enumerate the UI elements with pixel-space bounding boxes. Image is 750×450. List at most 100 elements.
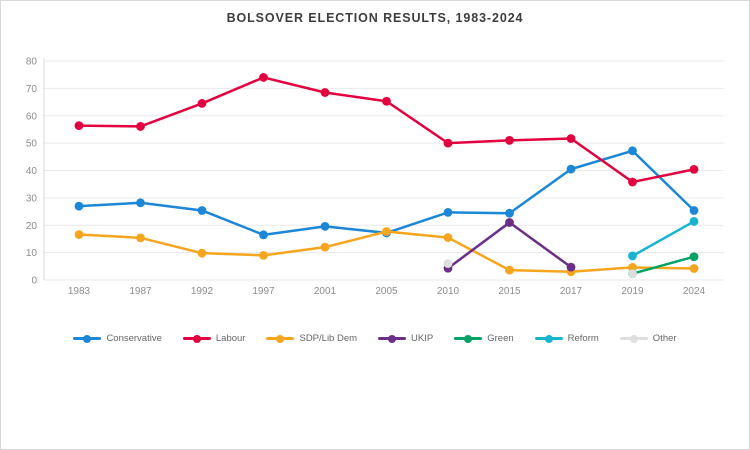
y-tick-label-20: 20 <box>26 221 38 232</box>
legend-swatch-labour <box>182 334 211 343</box>
x-tick-label-2005: 2005 <box>375 286 398 297</box>
data-point-conservative-2019 <box>628 146 637 156</box>
data-point-sdp-lib-dem-2005 <box>382 227 391 236</box>
data-point-labour-1987 <box>136 122 145 131</box>
data-point-labour-2017 <box>566 134 576 143</box>
legend-item-sdp-lib-dem: SDP/Lib Dem <box>266 333 357 344</box>
x-tick-label-2017: 2017 <box>560 286 583 297</box>
data-point-labour-2015 <box>505 135 514 145</box>
data-point-labour-2001 <box>320 88 330 97</box>
series-line-conservative <box>508 167 573 215</box>
legend-swatch-reform <box>534 334 563 343</box>
legend-item-reform: Reform <box>534 333 599 344</box>
legend-item-conservative: Conservative <box>73 333 162 344</box>
legend-label-sdp-lib-dem: SDP/Lib Dem <box>299 333 358 344</box>
data-point-other-2010 <box>443 259 453 268</box>
series-line-green <box>631 255 696 275</box>
data-point-sdp-lib-dem-2024 <box>689 264 699 273</box>
series-line-labour <box>262 76 327 94</box>
data-point-labour-2024 <box>689 165 699 174</box>
series-line-conservative <box>446 211 511 215</box>
x-tick-label-1987: 1987 <box>129 286 152 297</box>
data-point-conservative-1992 <box>197 206 207 215</box>
data-point-conservative-2015 <box>505 208 514 218</box>
series-line-sdp-lib-dem <box>323 230 388 249</box>
series-line-sdp-lib-dem <box>446 236 511 272</box>
data-point-sdp-lib-dem-1983 <box>74 230 84 239</box>
y-tick-label-50: 50 <box>26 139 38 150</box>
x-tick-label-2015: 2015 <box>498 286 521 297</box>
legend-swatch-ukip <box>378 334 407 343</box>
legend-label-labour: Labour <box>215 333 246 344</box>
data-point-labour-1983 <box>74 121 84 131</box>
data-point-reform-2019 <box>628 251 637 261</box>
chart-legend: Conservative Labour SDP/Lib Dem UKIP Green Re… <box>1 333 749 344</box>
legend-item-other: Other <box>619 333 677 344</box>
data-point-ukip-2017 <box>566 262 576 272</box>
series-line-conservative <box>385 211 450 235</box>
series-line-sdp-lib-dem <box>77 233 142 240</box>
legend-label-conservative: Conservative <box>106 333 162 344</box>
data-point-conservative-2017 <box>566 164 576 174</box>
data-point-reform-2024 <box>689 217 699 226</box>
data-point-labour-2005 <box>382 96 391 106</box>
data-point-labour-2010 <box>443 138 453 148</box>
legend-label-reform: Reform <box>567 333 599 344</box>
legend-item-green: Green <box>454 333 514 344</box>
legend-item-labour: Labour <box>182 333 246 344</box>
y-tick-label-30: 30 <box>26 193 38 204</box>
series-line-sdp-lib-dem <box>385 230 450 239</box>
series-line-labour <box>508 137 573 142</box>
data-point-sdp-lib-dem-2001 <box>320 242 330 252</box>
legend-swatch-conservative <box>73 334 102 343</box>
series-line-sdp-lib-dem <box>569 266 634 274</box>
series-line-conservative <box>200 209 265 237</box>
x-tick-label-2019: 2019 <box>621 286 644 297</box>
legend-swatch-green <box>454 334 483 343</box>
x-tick-label-1992: 1992 <box>191 286 214 297</box>
series-line-labour <box>323 91 388 103</box>
legend-label-green: Green <box>487 333 514 344</box>
legend-label-other: Other <box>652 333 677 344</box>
data-point-conservative-1997 <box>259 230 268 240</box>
series-line-sdp-lib-dem <box>262 245 327 257</box>
series-line-sdp-lib-dem <box>508 268 573 274</box>
chart-title: BOLSOVER ELECTION RESULTS, 1983-2024 <box>226 11 524 25</box>
series-line-labour <box>77 124 142 128</box>
x-tick-label-2001: 2001 <box>314 286 337 297</box>
x-tick-label-2024: 2024 <box>683 286 706 297</box>
data-point-sdp-lib-dem-2010 <box>443 233 453 242</box>
data-point-conservative-1987 <box>136 198 145 208</box>
x-tick-label-1997: 1997 <box>252 286 275 297</box>
data-point-green-2024 <box>689 252 699 262</box>
series-line-labour <box>385 99 450 145</box>
data-point-labour-2019 <box>628 177 637 187</box>
series-line-labour <box>139 102 204 128</box>
series-line-sdp-lib-dem <box>200 251 265 257</box>
series-line-sdp-lib-dem <box>139 236 204 255</box>
x-tick-label-2010: 2010 <box>437 286 460 297</box>
series-line-labour <box>200 76 265 105</box>
y-tick-label-10: 10 <box>26 248 38 259</box>
series-line-ukip <box>446 221 511 270</box>
data-point-sdp-lib-dem-2019 <box>628 263 637 272</box>
data-point-sdp-lib-dem-2015 <box>505 265 514 275</box>
data-point-other-2019 <box>628 269 637 279</box>
data-point-labour-1997 <box>259 73 268 82</box>
series-line-ukip <box>508 221 573 269</box>
y-tick-label-60: 60 <box>26 111 38 122</box>
data-point-sdp-lib-dem-1997 <box>259 250 268 260</box>
series-line-labour <box>569 137 634 184</box>
data-point-ukip-2015 <box>505 218 514 227</box>
series-line-sdp-lib-dem <box>631 266 696 270</box>
data-point-conservative-2010 <box>443 207 453 217</box>
data-point-conservative-2024 <box>689 206 699 215</box>
series-line-conservative <box>262 225 327 237</box>
data-point-sdp-lib-dem-1992 <box>197 248 207 258</box>
y-tick-label-0: 0 <box>31 276 37 287</box>
series-line-conservative <box>323 225 388 235</box>
y-tick-label-70: 70 <box>26 84 38 95</box>
data-point-conservative-2001 <box>320 221 330 231</box>
series-line-labour <box>446 139 511 145</box>
